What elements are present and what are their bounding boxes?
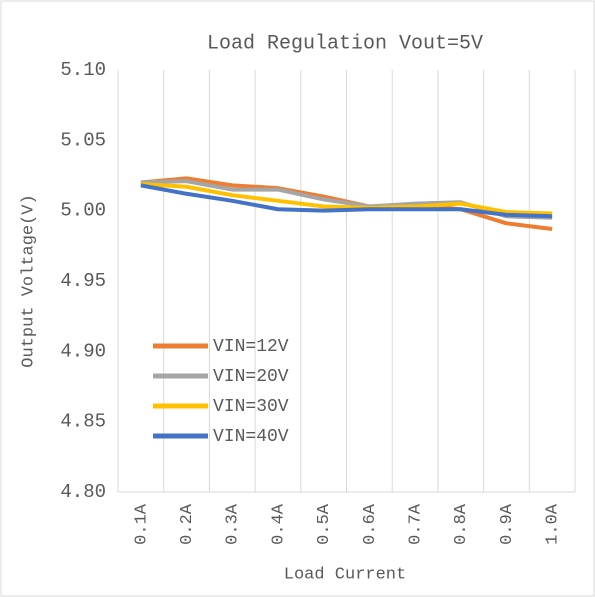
series-line (140, 183, 553, 219)
legend-label: VIN=40V (213, 427, 289, 447)
y-tick-label: 5.10 (60, 59, 106, 81)
x-tick-label: 1.0A (544, 503, 563, 545)
y-tick-label: 4.80 (60, 481, 106, 503)
x-axis-label: Load Current (284, 565, 406, 584)
x-tick-label: 0.6A (361, 503, 380, 545)
legend-label: VIN=30V (213, 397, 289, 417)
x-tick-label: 0.7A (407, 503, 426, 545)
series-line (140, 181, 553, 216)
x-tick-label: 0.3A (224, 503, 243, 545)
x-tick-label: 0.5A (315, 503, 334, 545)
x-tick-label: 0.4A (269, 503, 288, 545)
legend-label: VIN=20V (213, 367, 289, 387)
legend-label: VIN=12V (213, 337, 289, 357)
y-tick-label: 5.00 (60, 200, 106, 222)
x-tick-label: 0.1A (132, 503, 151, 545)
x-tick-label: 0.2A (178, 503, 197, 545)
y-tick-label: 5.05 (60, 129, 106, 151)
y-tick-label: 4.85 (60, 411, 106, 433)
x-tick-label: 0.8A (452, 503, 471, 545)
x-tick-label: 0.9A (498, 503, 517, 545)
y-tick-label: 4.95 (60, 270, 106, 292)
y-axis-label: Output Voltage(V) (19, 194, 38, 367)
chart-title: Load Regulation Vout=5V (207, 32, 483, 55)
y-tick-label: 4.90 (60, 340, 106, 362)
